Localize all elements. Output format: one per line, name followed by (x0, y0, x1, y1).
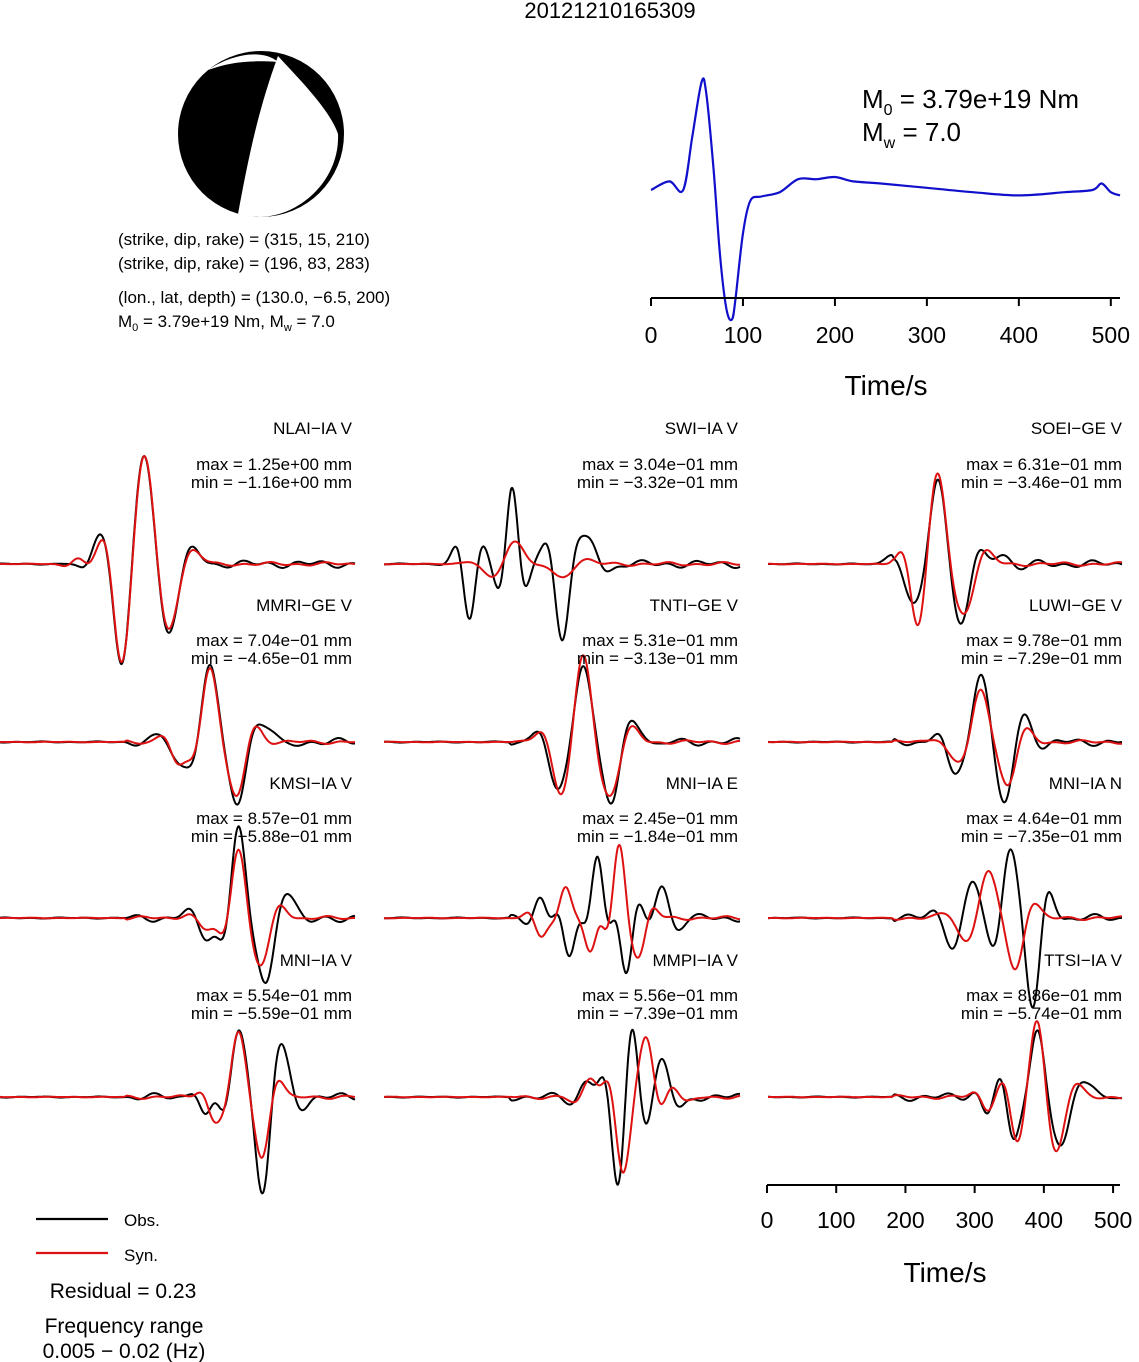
synthetic-trace (768, 472, 1123, 627)
waveform-tick-label: 400 (1025, 1207, 1063, 1233)
stf-tick-label: 0 (645, 322, 658, 348)
waveform-tick-label: 100 (817, 1207, 855, 1233)
legend: Obs. Syn. (36, 1211, 160, 1265)
focal-mechanism-beachball (178, 51, 344, 217)
waveform-time-axis: 0 100 200 300 400 500 Time/s (761, 1184, 1132, 1288)
station-name: LUWI−GE V (1029, 596, 1123, 615)
mechanism-location: (lon., lat, depth) = (130.0, −6.5, 200) (118, 288, 390, 307)
stf-tick-label: 400 (1000, 322, 1038, 348)
mechanism-plane1: (strike, dip, rake) = (315, 15, 210) (118, 230, 370, 249)
synthetic-trace (383, 843, 741, 959)
synthetic-trace (0, 454, 356, 664)
station-max: max = 5.31e−01 mm (582, 631, 738, 650)
station-name: TNTI−GE V (650, 596, 739, 615)
station-max: max = 1.25e+00 mm (196, 455, 352, 474)
waveform-tick-label: 500 (1094, 1207, 1132, 1233)
station-min: min = −3.32e−01 mm (577, 473, 738, 492)
station-max: max = 6.31e−01 mm (966, 455, 1122, 474)
station-min: min = −7.35e−01 mm (961, 827, 1122, 846)
stf-panel: 0 100 200 300 400 500 Time/s M0 = 3.79e+19 Nm… (645, 77, 1130, 401)
station-name: KMSI−IA V (269, 774, 352, 793)
station-min: min = −3.46e−01 mm (961, 473, 1122, 492)
station-max: max = 7.04e−01 mm (196, 631, 352, 650)
mechanism-plane2: (strike, dip, rake) = (196, 83, 283) (118, 254, 370, 273)
station-name: SOEI−GE V (1031, 419, 1123, 438)
synthetic-trace (383, 1036, 741, 1174)
station-min: min = −7.39e−01 mm (577, 1004, 738, 1023)
legend-syn-label: Syn. (124, 1246, 158, 1265)
residual-label: Residual = 0.23 (50, 1280, 197, 1303)
station-min: min = −5.74e−01 mm (961, 1004, 1122, 1023)
station-min: min = −1.16e+00 mm (191, 473, 352, 492)
observed-trace (0, 1029, 356, 1195)
stf-m0-label: M0 = 3.79e+19 Nm (862, 84, 1079, 119)
synthetic-trace (0, 667, 356, 797)
stf-line (650, 77, 1121, 322)
synthetic-trace (383, 540, 741, 579)
stf-ticks: 0 100 200 300 400 500 (645, 298, 1130, 348)
station-max: max = 4.64e−01 mm (966, 809, 1122, 828)
station-max: max = 2.45e−01 mm (582, 809, 738, 828)
synthetic-trace (0, 1030, 356, 1159)
station-min: min = −5.59e−01 mm (191, 1004, 352, 1023)
stf-xlabel: Time/s (845, 370, 928, 401)
station-max: max = 8.57e−01 mm (196, 809, 352, 828)
station-name: MNI−IA E (666, 774, 738, 793)
observed-trace (767, 1029, 1123, 1147)
station-max: max = 5.56e−01 mm (582, 986, 738, 1005)
station-min: min = −5.88e−01 mm (191, 827, 352, 846)
mechanism-moment: M0 = 3.79e+19 Nm, Mw = 7.0 (118, 312, 335, 334)
station-min: min = −4.65e−01 mm (191, 649, 352, 668)
station-name: MNI−IA V (280, 951, 353, 970)
station-max: max = 3.04e−01 mm (582, 455, 738, 474)
waveform-ticks: 0 100 200 300 400 500 (761, 1185, 1132, 1233)
station-name: MMPI−IA V (653, 951, 739, 970)
stf-tick-label: 100 (724, 322, 762, 348)
station-max: max = 9.78e−01 mm (966, 631, 1122, 650)
frequency-label: Frequency range (45, 1315, 204, 1338)
station-name: TTSI−IA V (1044, 951, 1123, 970)
waveform-tick-label: 200 (886, 1207, 924, 1233)
station-max: max = 5.54e−01 mm (196, 986, 352, 1005)
station-max: max = 8.86e−01 mm (966, 986, 1122, 1005)
frequency-range-label: 0.005 − 0.02 (Hz) (43, 1340, 206, 1362)
station-min: min = −7.29e−01 mm (961, 649, 1122, 668)
figure-title: 20121210165309 (524, 0, 695, 23)
waveform-tick-label: 0 (761, 1207, 774, 1233)
stf-tick-label: 300 (908, 322, 946, 348)
synthetic-trace (768, 688, 1123, 787)
waveform-xlabel: Time/s (904, 1257, 987, 1288)
station-name: SWI−IA V (665, 419, 739, 438)
observed-trace (383, 1028, 741, 1186)
stf-mw-label: Mw = 7.0 (862, 117, 961, 152)
stf-tick-label: 200 (816, 322, 854, 348)
station-min: min = −3.13e−01 mm (577, 649, 738, 668)
waveform-tick-label: 300 (955, 1207, 993, 1233)
synthetic-trace (0, 848, 355, 967)
synthetic-trace (768, 870, 1123, 971)
station-name: NLAI−IA V (273, 419, 353, 438)
synthetic-trace (383, 654, 741, 797)
observed-trace (767, 848, 1123, 1009)
synthetic-trace (767, 1020, 1123, 1153)
station-min: min = −1.84e−01 mm (577, 827, 738, 846)
legend-obs-label: Obs. (124, 1211, 160, 1230)
station-name: MNI−IA N (1049, 774, 1122, 793)
stf-tick-label: 500 (1092, 322, 1130, 348)
station-name: MMRI−GE V (256, 596, 353, 615)
